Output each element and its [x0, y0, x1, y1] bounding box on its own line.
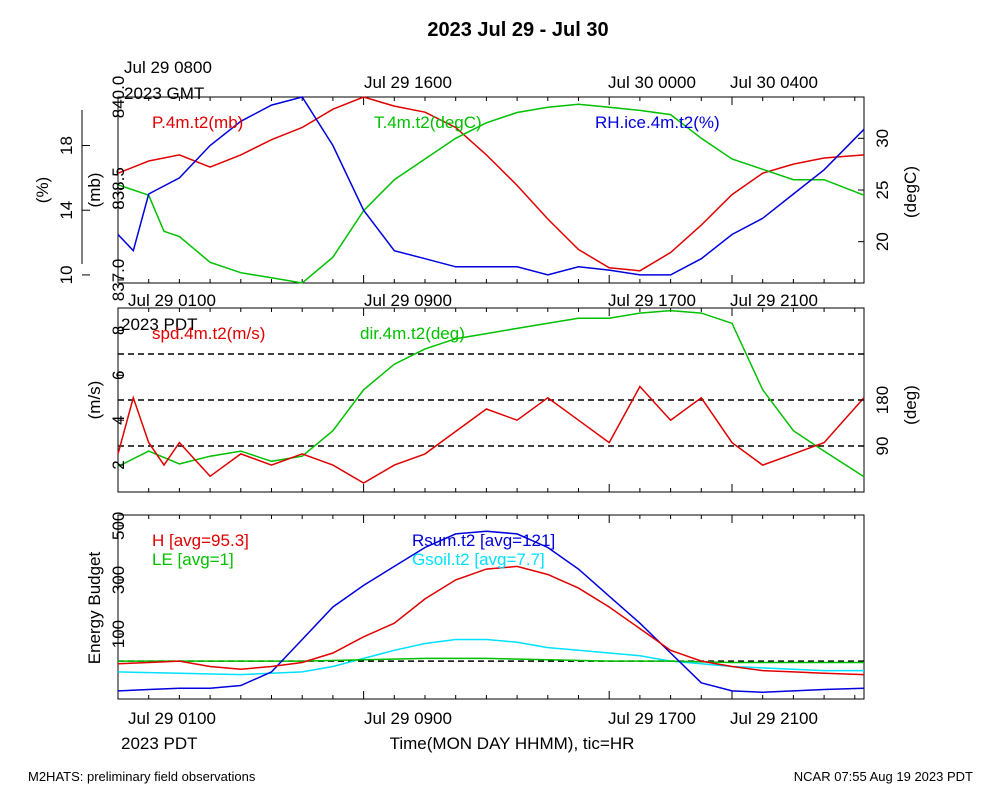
top-axis-label-3: Jul 30 0400: [730, 73, 818, 92]
footer-right: NCAR 07:55 Aug 19 2023 PDT: [794, 769, 973, 784]
legend-temperature: T.4m.t2(degC): [374, 113, 482, 132]
bottom-axis-label-0: Jul 29 0100: [128, 709, 216, 728]
deg-tick-label: 90: [873, 437, 892, 456]
top-panel-ticks: [117, 97, 856, 283]
mps-axis-ticks: 2 4 6 8: [109, 326, 128, 470]
bottom-panel-lines: [117, 530, 865, 693]
mps-tick-label: 8: [109, 326, 128, 335]
mb-tick-label: 837.0: [109, 259, 128, 302]
top-axis-label-1: Jul 29 1600: [364, 73, 452, 92]
mid-axis-label-2: Jul 29 1700: [608, 291, 696, 310]
energy-tick-label: 100: [109, 620, 128, 648]
middle-panel-ticks: [117, 308, 856, 492]
energy-axis-label: Energy Budget: [85, 551, 104, 664]
series-line: [117, 530, 865, 693]
legend-soil-heat: Gsoil.t2 [avg=7.7]: [412, 550, 545, 569]
mid-axis-label-3: Jul 29 2100: [730, 291, 818, 310]
mps-tick-label: 4: [109, 415, 128, 424]
top-panel-lines: [117, 96, 865, 284]
bottom-panel: H [avg=95.3] LE [avg=1] Rsum.t2 [avg=121…: [85, 512, 865, 753]
mb-tick-label: 838.5: [109, 167, 128, 210]
energy-tick-label: 500: [109, 512, 128, 540]
top-panel: 2023 GMT Jul 29 0800 Jul 29 1600 Jul 30 …: [33, 58, 920, 301]
series-line: [117, 309, 865, 478]
middle-reference-lines: [118, 353, 864, 447]
mps-tick-label: 6: [109, 371, 128, 380]
series-line: [117, 96, 865, 272]
mid-axis-label-0: Jul 29 0100: [128, 291, 216, 310]
series-line: [117, 565, 865, 676]
bottom-axis-timezone: 2023 PDT: [121, 734, 198, 753]
series-line: [117, 385, 865, 484]
degc-axis-label: (degC): [901, 166, 920, 218]
degc-tick-label: 25: [873, 181, 892, 200]
pct-tick-label: 18: [57, 136, 76, 155]
top-axis-label-2: Jul 30 0000: [608, 73, 696, 92]
x-axis-title: Time(MON DAY HHMM), tic=HR: [390, 734, 635, 753]
series-line: [117, 96, 865, 276]
deg-axis-label: (deg): [901, 385, 920, 425]
pct-axis-ticks: 10 14 18: [57, 136, 90, 284]
deg-axis-ticks: 90 180: [858, 386, 892, 456]
mb-axis-ticks: 837.0 838.5 840.0: [109, 76, 128, 301]
deg-tick-label: 180: [873, 386, 892, 414]
series-line: [117, 638, 864, 676]
degc-axis-ticks: 20 25 30: [858, 129, 892, 251]
legend-pressure: P.4m.t2(mb): [152, 113, 243, 132]
mb-axis-label: (mb): [85, 173, 104, 208]
mid-axis-label-1: Jul 29 0900: [364, 291, 452, 310]
series-line: [118, 657, 864, 664]
legend-humidity: RH.ice.4m.t2(%): [595, 113, 720, 132]
energy-tick-label: 300: [109, 566, 128, 594]
legend-latent-heat: LE [avg=1]: [152, 550, 234, 569]
pct-tick-label: 14: [57, 201, 76, 220]
mb-tick-label: 840.0: [109, 76, 128, 119]
pct-tick-label: 10: [57, 265, 76, 284]
top-axis-label-0: Jul 29 0800: [124, 58, 212, 77]
legend-sensible-heat: H [avg=95.3]: [152, 531, 249, 550]
top-axis-timezone: 2023 GMT: [124, 84, 204, 103]
bottom-panel-frame: [117, 514, 865, 700]
legend-net-radiation: Rsum.t2 [avg=121]: [412, 531, 555, 550]
bottom-axis-label-1: Jul 29 0900: [364, 709, 452, 728]
series-line: [117, 103, 865, 284]
mps-tick-label: 2: [109, 460, 128, 469]
mps-axis-label: (m/s): [85, 381, 104, 420]
bottom-axis-label-2: Jul 29 1700: [608, 709, 696, 728]
bottom-axis-label-3: Jul 29 2100: [730, 709, 818, 728]
legend-speed: spd.4m.t2(m/s): [152, 324, 265, 343]
pct-axis-label: (%): [33, 177, 52, 203]
degc-tick-label: 30: [873, 129, 892, 148]
middle-panel: Jul 29 0100 Jul 29 0900 Jul 29 1700 Jul …: [85, 291, 920, 493]
degc-tick-label: 20: [873, 232, 892, 251]
chart-title: 2023 Jul 29 - Jul 30: [427, 19, 608, 41]
mid-axis-timezone: 2023 PDT: [121, 315, 198, 334]
footer-left: M2HATS: preliminary field observations: [28, 769, 256, 784]
energy-axis-ticks: 100 300 500: [109, 512, 128, 649]
bottom-panel-ticks: [117, 515, 856, 699]
middle-panel-lines: [117, 309, 865, 484]
legend-direction: dir.4m.t2(deg): [360, 324, 465, 343]
